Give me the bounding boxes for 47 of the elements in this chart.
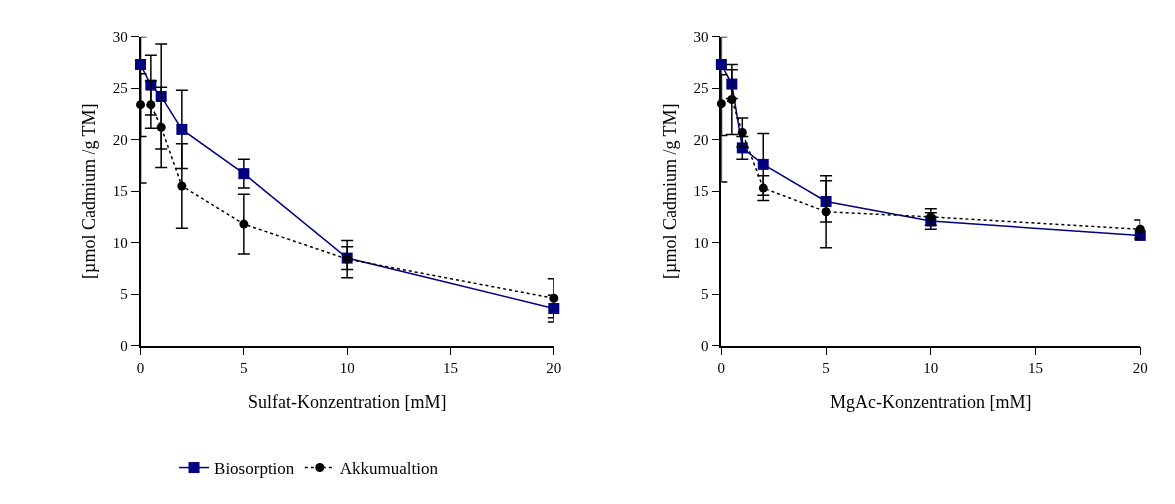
point (548, 303, 560, 315)
x-tick-label: 5 (240, 360, 248, 377)
y-tick-label: 5 (120, 286, 128, 303)
point (238, 168, 250, 180)
x-tick-label: 15 (443, 360, 458, 377)
point (176, 123, 188, 135)
y-tick-label: 15 (693, 183, 709, 200)
x-tick-label: 20 (546, 360, 562, 377)
point (715, 59, 727, 71)
x-axis-title: MgAc-Konzentration [mM] (830, 391, 1032, 412)
y-axis-title: [µmol Cadmium /g TM] (660, 103, 681, 279)
point (239, 219, 249, 229)
point (758, 183, 768, 193)
x-tick-label: 10 (923, 360, 939, 377)
point (737, 127, 747, 137)
x-tick-label: 0 (717, 360, 726, 377)
x-tick-label: 15 (1028, 360, 1044, 377)
point (177, 181, 187, 191)
y-tick-label: 5 (701, 286, 709, 303)
x-tick-label: 20 (1132, 360, 1148, 377)
x-tick-label: 0 (136, 360, 145, 377)
y-tick-label: 30 (112, 28, 128, 45)
point (146, 100, 156, 110)
x-tick-label: 5 (822, 360, 830, 377)
point (757, 158, 769, 170)
point (136, 100, 146, 110)
y-tick-label: 20 (112, 131, 128, 148)
y-tick-label: 10 (112, 234, 128, 251)
y-tick-label: 0 (120, 337, 128, 354)
y-tick-label: 20 (693, 131, 709, 148)
y-tick-label: 15 (112, 183, 128, 200)
y-tick-label: 25 (693, 80, 709, 97)
point (156, 122, 166, 132)
point (549, 293, 559, 303)
y-axis-title: [µmol Cadmium /g TM] (79, 103, 100, 279)
x-tick-label: 10 (339, 360, 355, 377)
y-tick-label: 25 (112, 80, 128, 97)
point (135, 59, 147, 71)
x-axis-title: Sulfat-Konzentration [mM] (247, 391, 447, 412)
legend-label: Akkumualtion (339, 459, 439, 479)
y-tick-label: 0 (701, 337, 709, 354)
y-tick-label: 30 (693, 28, 709, 45)
point (716, 99, 726, 109)
point (727, 95, 737, 105)
legend-label: Biosorption (214, 459, 295, 479)
point (821, 207, 831, 217)
y-tick-label: 10 (693, 234, 709, 251)
